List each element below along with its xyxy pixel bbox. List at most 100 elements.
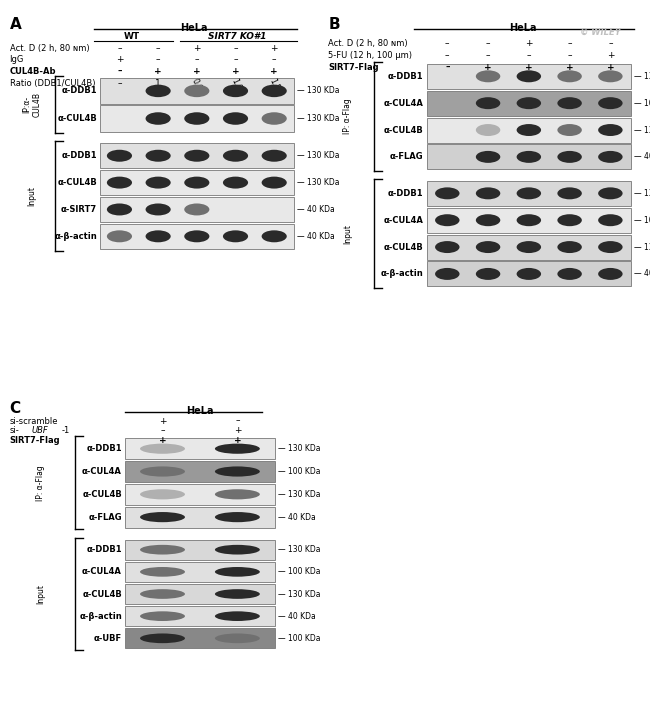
- Text: SIRT7-Flag: SIRT7-Flag: [328, 62, 379, 72]
- Ellipse shape: [261, 85, 287, 97]
- Ellipse shape: [215, 634, 260, 643]
- Ellipse shape: [107, 230, 132, 243]
- Text: +: +: [270, 67, 278, 76]
- Bar: [100, 78, 294, 104]
- Text: Input: Input: [27, 186, 36, 206]
- Ellipse shape: [146, 203, 171, 216]
- Ellipse shape: [517, 70, 541, 83]
- Ellipse shape: [558, 214, 582, 226]
- Text: α-CUL4B: α-CUL4B: [57, 114, 97, 123]
- Text: © WILEY: © WILEY: [580, 28, 621, 38]
- Ellipse shape: [598, 214, 623, 226]
- Text: α-β-actin: α-β-actin: [381, 269, 424, 279]
- Text: Act. D (2 h, 80 ɴm): Act. D (2 h, 80 ɴm): [10, 43, 89, 53]
- Bar: [125, 438, 275, 459]
- Text: α-β-actin: α-β-actin: [54, 232, 97, 241]
- Ellipse shape: [146, 112, 171, 125]
- Text: +: +: [566, 62, 573, 72]
- Bar: [427, 144, 630, 169]
- Text: α-DDB1: α-DDB1: [86, 545, 122, 554]
- Text: –: –: [486, 39, 490, 48]
- Bar: [125, 584, 275, 604]
- Text: — 130 KDa: — 130 KDa: [278, 490, 320, 499]
- Text: –: –: [567, 39, 572, 48]
- Text: — 130 KDa: — 130 KDa: [296, 114, 339, 123]
- Text: Act. D (2 h, 80 ɴm): Act. D (2 h, 80 ɴm): [328, 39, 408, 48]
- Text: C: C: [10, 401, 21, 416]
- Ellipse shape: [517, 124, 541, 136]
- Ellipse shape: [146, 85, 171, 97]
- Ellipse shape: [558, 151, 582, 163]
- Ellipse shape: [140, 512, 185, 522]
- Bar: [427, 181, 630, 206]
- Text: –: –: [117, 80, 122, 88]
- Text: 0.6: 0.6: [190, 77, 203, 91]
- Bar: [427, 64, 630, 89]
- Text: –: –: [233, 43, 238, 53]
- Ellipse shape: [215, 611, 260, 621]
- Ellipse shape: [598, 70, 623, 83]
- Ellipse shape: [517, 151, 541, 163]
- Text: — 130 KDa: — 130 KDa: [278, 589, 320, 599]
- Ellipse shape: [598, 241, 623, 253]
- Ellipse shape: [517, 214, 541, 226]
- Text: α-DDB1: α-DDB1: [61, 151, 97, 160]
- Ellipse shape: [476, 151, 501, 163]
- Text: +: +: [484, 62, 492, 72]
- Text: -1: -1: [61, 426, 70, 435]
- Ellipse shape: [215, 589, 260, 599]
- Ellipse shape: [261, 177, 287, 188]
- Ellipse shape: [435, 214, 460, 226]
- Ellipse shape: [476, 124, 501, 136]
- Text: +: +: [606, 51, 614, 59]
- Ellipse shape: [598, 151, 623, 163]
- Text: — 130 KDa: — 130 KDa: [634, 243, 650, 251]
- Ellipse shape: [223, 85, 248, 97]
- Text: +: +: [231, 67, 239, 76]
- Text: — 130 KDa: — 130 KDa: [278, 545, 320, 554]
- Bar: [427, 235, 630, 259]
- Text: 1.5: 1.5: [268, 77, 281, 91]
- Text: A: A: [10, 17, 21, 32]
- Text: –: –: [233, 55, 238, 64]
- Text: — 40 KDa: — 40 KDa: [296, 232, 334, 241]
- Text: 1.6: 1.6: [229, 77, 242, 91]
- Bar: [100, 224, 294, 249]
- Text: +: +: [159, 416, 166, 426]
- Text: +: +: [606, 62, 614, 72]
- Ellipse shape: [223, 230, 248, 243]
- Text: — 40 KDa: — 40 KDa: [278, 612, 316, 620]
- Ellipse shape: [140, 466, 185, 476]
- Ellipse shape: [146, 230, 171, 243]
- Text: IP: α-Flag: IP: α-Flag: [36, 465, 46, 501]
- Text: SIRT7-Flag: SIRT7-Flag: [10, 437, 60, 445]
- Text: –: –: [117, 67, 122, 76]
- Ellipse shape: [261, 112, 287, 125]
- Text: +: +: [525, 39, 532, 48]
- Ellipse shape: [140, 567, 185, 577]
- Text: –: –: [117, 43, 122, 53]
- Bar: [100, 170, 294, 195]
- Text: –: –: [156, 55, 161, 64]
- Bar: [125, 461, 275, 482]
- Text: α-CUL4A: α-CUL4A: [82, 568, 122, 576]
- Text: si-: si-: [10, 426, 20, 435]
- Text: α-CUL4B: α-CUL4B: [82, 490, 122, 499]
- Ellipse shape: [558, 241, 582, 253]
- Text: +: +: [193, 43, 201, 53]
- Bar: [100, 143, 294, 168]
- Text: — 130 KDa: — 130 KDa: [634, 72, 650, 81]
- Ellipse shape: [107, 203, 132, 216]
- Ellipse shape: [215, 512, 260, 522]
- Text: CUL4B-Ab: CUL4B-Ab: [10, 67, 56, 76]
- Text: — 100 KDa: — 100 KDa: [634, 98, 650, 108]
- Ellipse shape: [140, 634, 185, 643]
- Ellipse shape: [184, 150, 209, 161]
- Ellipse shape: [517, 268, 541, 280]
- Ellipse shape: [140, 444, 185, 454]
- Text: α-CUL4B: α-CUL4B: [82, 589, 122, 599]
- Ellipse shape: [476, 97, 501, 109]
- Ellipse shape: [476, 70, 501, 83]
- Text: –: –: [526, 51, 531, 59]
- Text: HeLa: HeLa: [180, 22, 207, 33]
